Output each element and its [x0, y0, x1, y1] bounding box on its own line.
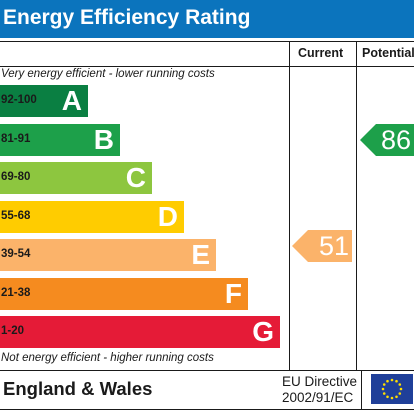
eu-star-icon — [395, 395, 398, 399]
header-divider — [0, 66, 414, 67]
band-range: 21-38 — [1, 287, 31, 299]
band-range: 92-100 — [1, 94, 37, 106]
current-column-divider — [289, 41, 290, 371]
footer-divider — [0, 370, 414, 371]
band-letter: G — [252, 316, 274, 347]
flag-divider — [361, 371, 362, 410]
band-range: 55-68 — [1, 210, 31, 222]
eu-star-icon — [390, 396, 394, 400]
eu-star-icon — [395, 379, 398, 383]
eu-star-icon — [398, 383, 402, 386]
bottom-caption: Not energy efficient - higher running co… — [1, 352, 214, 364]
potential-column-divider — [356, 41, 357, 371]
current-rating-value: 51 — [318, 231, 349, 261]
potential-column-header: Potential — [362, 46, 414, 60]
band-a: 92-100 A — [0, 85, 88, 117]
band-letter: A — [61, 85, 82, 116]
directive-line-2: 2002/91/EC — [282, 390, 354, 405]
eu-star-icon — [382, 383, 386, 386]
current-rating-arrow: 51 — [292, 230, 352, 262]
eu-star-icon — [386, 379, 389, 383]
band-b: 81-91 B — [0, 124, 120, 156]
region-label: England & Wales — [3, 378, 153, 399]
chart-title: Energy Efficiency Rating — [3, 6, 251, 29]
eu-star-icon — [386, 395, 389, 399]
eu-star-icon — [398, 392, 402, 395]
current-column-header: Current — [298, 46, 344, 60]
band-range: 81-91 — [1, 133, 31, 145]
band-range: 69-80 — [1, 171, 31, 183]
potential-rating-arrow: 86 — [360, 124, 414, 156]
current-arrow-shape — [292, 230, 352, 262]
band-letter: D — [157, 201, 178, 232]
band-letter: E — [191, 239, 210, 270]
eu-star-icon — [381, 387, 385, 391]
band-f: 21-38 F — [0, 278, 248, 310]
band-e: 39-54 E — [0, 239, 216, 271]
band-letter: F — [224, 278, 242, 309]
eu-star-icon — [399, 387, 403, 391]
band-letter: C — [125, 162, 146, 193]
band-range: 1-20 — [1, 325, 25, 337]
directive-line-1: EU Directive — [282, 374, 358, 389]
top-caption: Very energy efficient - lower running co… — [1, 68, 215, 80]
band-g: 1-20 G — [0, 316, 280, 348]
band-c: 69-80 C — [0, 162, 152, 194]
eu-star-icon — [390, 378, 394, 382]
rating-frame — [0, 41, 414, 410]
band-letter: B — [93, 124, 114, 155]
potential-arrow-shape — [360, 124, 414, 156]
eu-flag-icon — [371, 374, 413, 404]
eu-star-icon — [382, 392, 386, 395]
band-range: 39-54 — [1, 248, 31, 260]
band-d: 55-68 D — [0, 201, 184, 233]
potential-rating-value: 86 — [380, 125, 411, 155]
title-bar: Energy Efficiency Rating — [0, 0, 414, 38]
